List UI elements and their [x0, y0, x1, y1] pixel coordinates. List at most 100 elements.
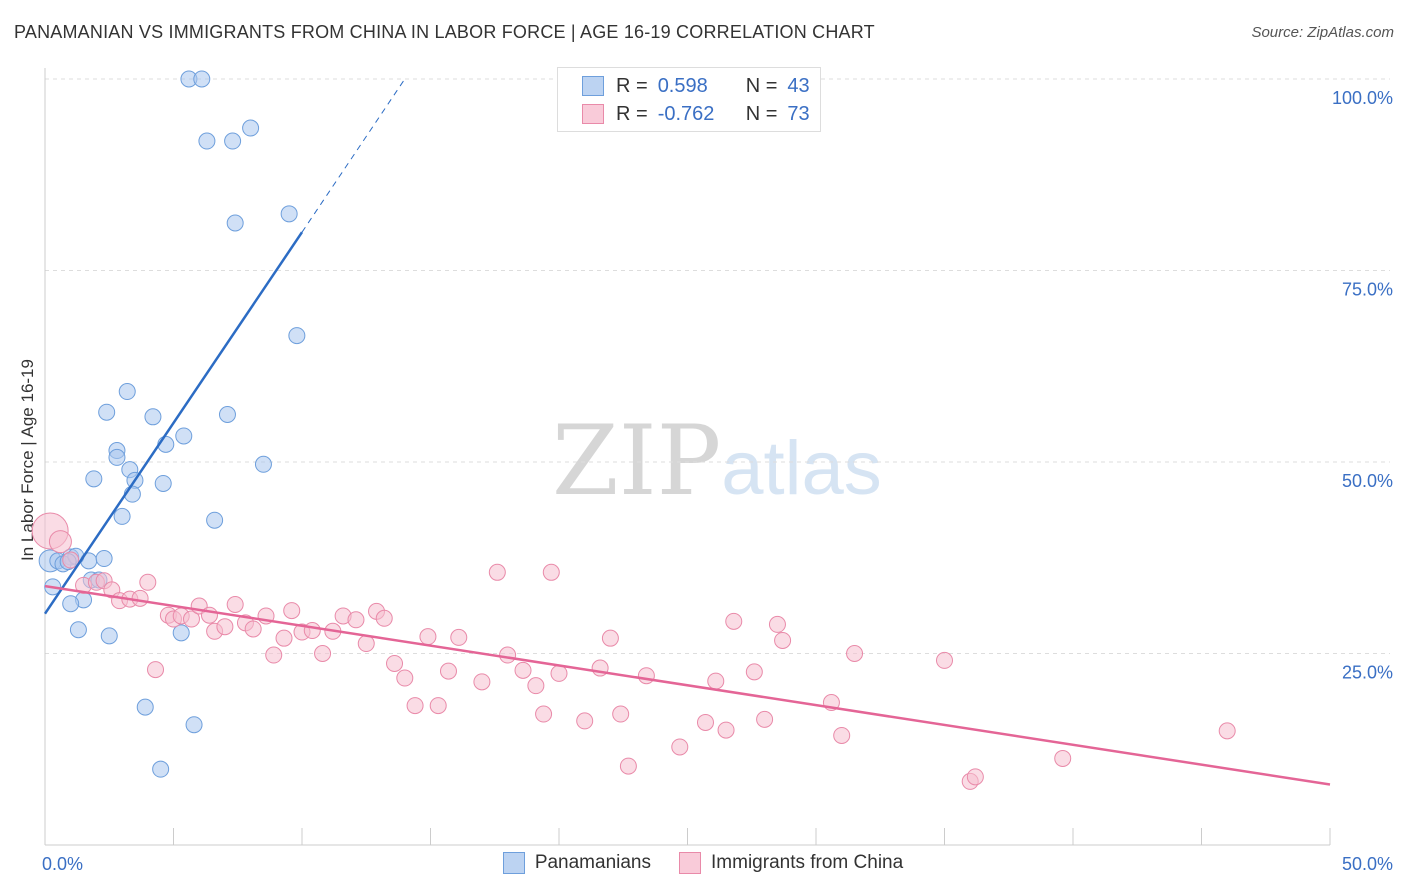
china-point [283, 602, 301, 620]
panamanian-point [224, 132, 242, 150]
china-point [429, 697, 447, 715]
series-legend-panamanians: Panamanians [502, 852, 652, 874]
china-point [527, 677, 545, 695]
china-point [419, 628, 437, 646]
legend-r-label: R = [616, 74, 648, 97]
china-point [275, 629, 293, 647]
china-point [450, 628, 468, 646]
china-point [550, 664, 568, 682]
china-point [542, 563, 560, 581]
china-point [182, 610, 200, 628]
china-point [375, 609, 393, 627]
china-point [671, 738, 689, 756]
china-point [535, 705, 553, 723]
china-point [1054, 749, 1072, 767]
china-point [619, 757, 637, 775]
series-swatch-pink [679, 852, 702, 874]
watermark: ZIPatlas [552, 405, 882, 517]
china-point [756, 710, 774, 728]
panamanian-point [280, 205, 298, 223]
y-tick-label: 100.0% [1332, 88, 1393, 108]
china-point [303, 622, 321, 640]
china-point [612, 705, 630, 723]
china-point [514, 661, 532, 679]
china-point [357, 635, 375, 653]
china-point [696, 713, 714, 731]
panamanian-point [69, 621, 87, 639]
china-point [768, 615, 786, 633]
legend-n-label: N = [745, 74, 778, 97]
china-point [139, 573, 157, 591]
china-point [314, 645, 332, 662]
china-trendline [44, 584, 1331, 786]
legend-r-label: R = [616, 102, 648, 125]
panamanian-point [242, 119, 260, 137]
panamanian-point [226, 214, 244, 232]
y-tick-label: 25.0% [1342, 663, 1393, 683]
china-point [131, 589, 149, 607]
panamanian-point [185, 716, 203, 734]
panamanian-point [254, 455, 272, 473]
legend-n-value: 43 [787, 74, 810, 97]
panamanian-point [154, 474, 172, 492]
legend-swatch-pink [582, 104, 604, 124]
panamanian-point [98, 403, 116, 421]
china-point [725, 612, 743, 630]
china-point [637, 667, 655, 685]
panamanian-point [95, 550, 113, 568]
panamanian-trendline [43, 231, 304, 615]
chart-title: PANAMANIAN VS IMMIGRANTS FROM CHINA IN L… [14, 22, 875, 42]
legend-row-china: R = -0.762 N = 73 [582, 101, 810, 127]
legend-n-value: 73 [787, 102, 810, 125]
panamanian-point [108, 448, 126, 466]
china-point [48, 530, 72, 554]
source-label: Source: ZipAtlas.com [1251, 24, 1394, 41]
china-point [226, 595, 244, 613]
series-legend-china: Immigrants from China [679, 852, 903, 874]
china-point [147, 661, 165, 679]
china-point [833, 726, 851, 744]
panamanian-point [113, 507, 131, 525]
panamanian-point [198, 132, 216, 150]
panamanian-point [206, 511, 224, 529]
china-point [216, 618, 234, 636]
x-tick-label: 50.0% [1342, 854, 1393, 874]
panamanian-point [144, 408, 162, 426]
china-point [966, 768, 984, 786]
panamanian-point [193, 70, 211, 88]
legend-row-panamanians: R = 0.598 N = 43 [582, 73, 810, 99]
china-point [396, 669, 414, 687]
panamanian-point [136, 698, 154, 716]
china-point [439, 662, 457, 680]
legend-r-value: 0.598 [657, 74, 708, 97]
china-point [406, 697, 424, 715]
series-label: Panamanians [534, 852, 652, 873]
china-point [745, 663, 763, 681]
china-point [386, 654, 404, 672]
correlation-legend: R = 0.598 N = 43 R = -0.762 N = 73 [557, 67, 821, 132]
china-point [473, 673, 491, 691]
china-point [717, 721, 735, 739]
panamanian-point [172, 624, 190, 642]
china-point [774, 631, 792, 649]
panamanian-trendline-extension [301, 78, 406, 233]
series-legend: Panamanians Immigrants from China [0, 852, 1406, 874]
panamanian-point [118, 383, 136, 401]
panamanian-point [152, 760, 170, 778]
y-tick-label: 75.0% [1342, 280, 1393, 300]
china-point [707, 672, 725, 690]
series-label: Immigrants from China [711, 852, 904, 873]
series-swatch-blue [502, 852, 525, 874]
china-point [936, 651, 953, 669]
china-point [62, 551, 80, 569]
panamanian-point [85, 470, 103, 488]
watermark-atlas: atlas [721, 426, 882, 511]
china-point [1218, 722, 1236, 740]
china-point [499, 646, 517, 664]
china-point [488, 563, 506, 581]
china-point [846, 645, 864, 662]
legend-r-value: -0.762 [657, 102, 715, 125]
panamanian-point [62, 595, 80, 613]
x-tick-label: 0.0% [42, 854, 83, 874]
